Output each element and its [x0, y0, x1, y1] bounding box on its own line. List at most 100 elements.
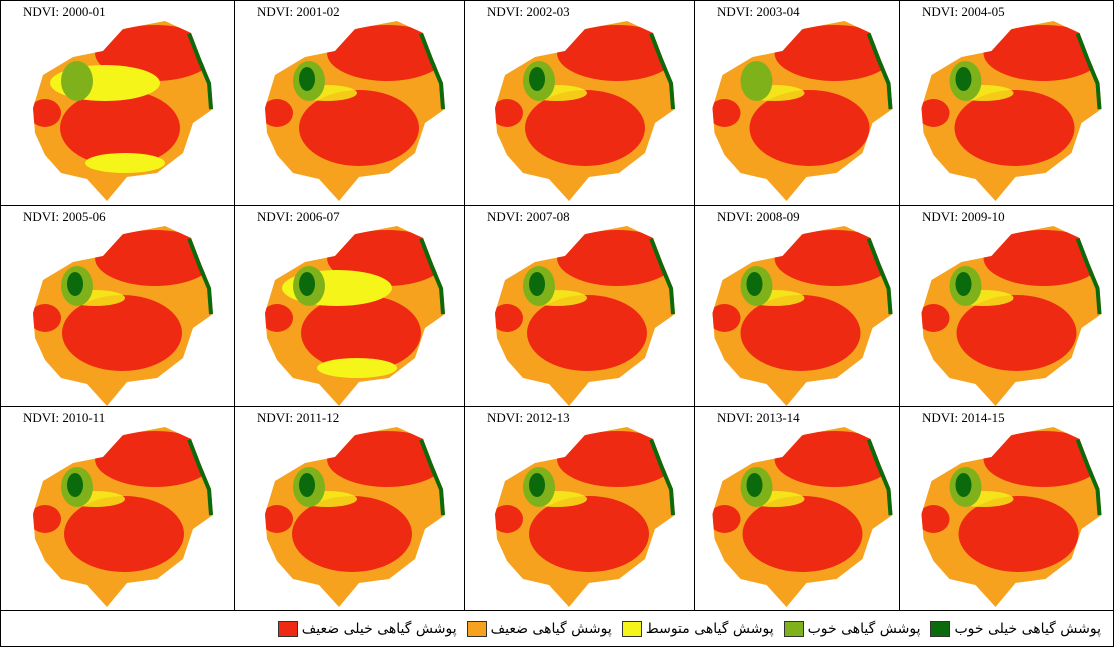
map-classes	[921, 25, 1102, 166]
class-patch	[529, 496, 649, 572]
map-classes	[495, 431, 675, 572]
class-patch	[746, 272, 763, 296]
legend-label: پوشش گیاهی ضعیف	[490, 620, 612, 637]
class-patch	[85, 153, 165, 173]
class-edge	[649, 437, 675, 516]
class-patch	[742, 496, 863, 572]
map-classes	[921, 230, 1102, 371]
class-patch	[67, 272, 83, 296]
map-panel: NDVI: 2014-15	[900, 407, 1113, 611]
class-patch	[33, 304, 61, 332]
map-classes	[265, 25, 445, 166]
class-edge	[419, 236, 445, 315]
map-panel: NDVI: 2001-02	[235, 1, 465, 206]
map-classes	[495, 25, 675, 166]
class-patch	[60, 90, 180, 166]
class-patch	[955, 272, 972, 296]
map-body	[33, 226, 213, 406]
class-patch	[62, 295, 182, 371]
class-patch	[95, 431, 213, 487]
map-panel: NDVI: 2003-04	[695, 1, 900, 206]
class-patch	[529, 473, 545, 497]
panel-label: NDVI: 2009-10	[922, 209, 1005, 225]
legend-label: پوشش گیاهی خیلی خوب	[954, 620, 1101, 637]
class-patch	[299, 67, 315, 91]
class-patch	[712, 99, 741, 127]
class-edge	[866, 31, 893, 110]
map-body	[712, 226, 893, 406]
class-patch	[955, 67, 972, 91]
map-panel: NDVI: 2004-05	[900, 1, 1113, 206]
legend-item: پوشش گیاهی خیلی ضعیف	[277, 620, 457, 637]
class-edge	[187, 31, 213, 110]
class-patch	[327, 431, 445, 487]
map	[712, 21, 893, 201]
map-body	[712, 21, 893, 201]
map-panel: NDVI: 2009-10	[900, 206, 1113, 407]
map-body	[921, 427, 1102, 607]
map	[712, 427, 893, 607]
map	[33, 21, 213, 201]
map-body	[495, 226, 675, 406]
legend-item: پوشش گیاهی خوب	[783, 620, 920, 637]
class-patch	[740, 61, 773, 101]
panel-label: NDVI: 2013-14	[717, 410, 800, 426]
map-body	[265, 427, 445, 607]
map-classes	[265, 431, 445, 572]
map-body	[265, 21, 445, 201]
class-patch	[299, 272, 315, 296]
legend-item: پوشش گیاهی خیلی خوب	[930, 620, 1101, 637]
panel-label: NDVI: 2006-07	[257, 209, 340, 225]
class-patch	[495, 99, 523, 127]
class-patch	[301, 295, 421, 371]
map-body	[495, 21, 675, 201]
class-patch	[292, 496, 412, 572]
map-body	[33, 427, 213, 607]
legend-swatch	[783, 620, 804, 637]
class-edge	[649, 31, 675, 110]
map	[265, 21, 445, 201]
class-patch	[557, 431, 675, 487]
class-patch	[557, 25, 675, 81]
map	[33, 226, 213, 406]
map-panel: NDVI: 2013-14	[695, 407, 900, 611]
class-patch	[749, 90, 870, 166]
map-panel: NDVI: 2002-03	[465, 1, 695, 206]
map	[712, 226, 893, 406]
class-patch	[712, 304, 741, 332]
class-patch	[33, 99, 61, 127]
class-patch	[64, 496, 184, 572]
class-patch	[954, 90, 1075, 166]
class-patch	[983, 431, 1102, 487]
map-body	[33, 21, 213, 201]
class-patch	[495, 505, 523, 533]
panel-label: NDVI: 2004-05	[922, 4, 1005, 20]
class-edge	[187, 236, 213, 315]
map-classes	[712, 25, 893, 166]
class-patch	[95, 230, 213, 286]
map-panel: NDVI: 2012-13	[465, 407, 695, 611]
map	[33, 427, 213, 607]
class-patch	[774, 431, 893, 487]
map	[265, 226, 445, 406]
class-patch	[955, 473, 972, 497]
map-panel: NDVI: 2007-08	[465, 206, 695, 407]
class-patch	[983, 230, 1102, 286]
class-edge	[1075, 236, 1102, 315]
panel-label: NDVI: 2014-15	[922, 410, 1005, 426]
panel-label: NDVI: 2001-02	[257, 4, 340, 20]
class-patch	[956, 295, 1077, 371]
class-patch	[527, 295, 647, 371]
map-body	[921, 21, 1102, 201]
legend-swatch	[466, 620, 487, 637]
map	[495, 21, 675, 201]
class-edge	[419, 31, 445, 110]
class-patch	[525, 90, 645, 166]
legend-item: پوشش گیاهی متوسط	[621, 620, 774, 637]
legend-label: پوشش گیاهی متوسط	[645, 620, 774, 637]
map-body	[265, 226, 445, 406]
class-patch	[921, 99, 950, 127]
class-edge	[1075, 437, 1102, 516]
map-panel: NDVI: 2005-06	[1, 206, 235, 407]
class-patch	[265, 99, 293, 127]
